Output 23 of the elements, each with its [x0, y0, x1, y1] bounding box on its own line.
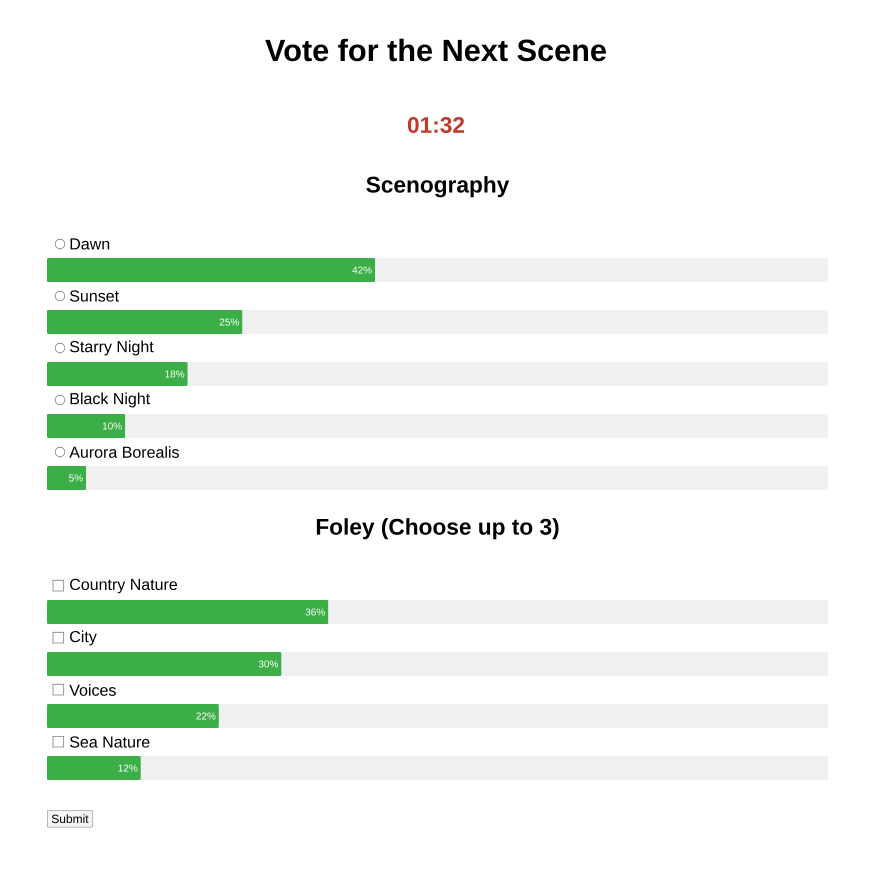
data-label: 5%	[69, 474, 83, 482]
y-tick-label: Sunset	[70, 290, 119, 302]
data-label: 12%	[118, 764, 138, 772]
y-tick-label: Aurora Borealis	[69, 446, 179, 458]
data-label: 30%	[258, 660, 278, 668]
y-tick-label: Dawn	[70, 238, 110, 250]
data-label: 22%	[196, 712, 216, 720]
y-tick-label: Country Nature	[70, 578, 178, 594]
y-tick-label: Black Night	[70, 392, 150, 408]
y-tick-label: Starry Night	[70, 340, 154, 356]
text: 01:32	[408, 116, 464, 134]
data-label: 18%	[165, 370, 184, 378]
chart-title: Scenography	[366, 176, 510, 198]
chart-title: Foley (Choose up to 3)	[316, 518, 559, 540]
data-label: 25%	[220, 318, 239, 326]
text: Submit	[52, 814, 89, 824]
y-tick-label: Sea Nature	[70, 736, 150, 748]
text: Vote for the Next Scene	[265, 38, 606, 62]
data-label: 36%	[306, 608, 325, 616]
data-label: 42%	[352, 266, 372, 274]
data-label: 10%	[102, 422, 122, 430]
y-tick-label: City	[70, 630, 97, 646]
y-tick-label: Voices	[69, 684, 116, 696]
